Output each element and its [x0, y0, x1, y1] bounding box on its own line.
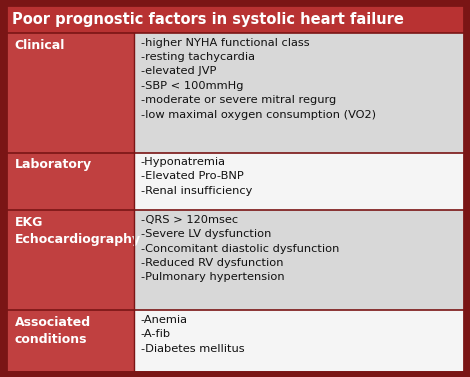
- Text: EKG
Echocardiography: EKG Echocardiography: [15, 216, 141, 246]
- Bar: [134, 153, 464, 210]
- Bar: [6, 210, 134, 311]
- Text: Laboratory: Laboratory: [15, 158, 92, 171]
- Bar: [6, 153, 134, 210]
- Bar: [6, 311, 134, 372]
- Text: -Hyponatremia
-Elevated Pro-BNP
-Renal insufficiency: -Hyponatremia -Elevated Pro-BNP -Renal i…: [141, 157, 252, 196]
- Bar: [134, 33, 464, 153]
- Bar: [134, 210, 464, 311]
- Text: Associated
conditions: Associated conditions: [15, 316, 91, 346]
- Text: -QRS > 120msec
-Severe LV dysfunction
-Concomitant diastolic dysfunction
-Reduce: -QRS > 120msec -Severe LV dysfunction -C…: [141, 215, 339, 282]
- Bar: [6, 33, 134, 153]
- Text: -Anemia
-A-fib
-Diabetes mellitus: -Anemia -A-fib -Diabetes mellitus: [141, 315, 244, 354]
- Text: -higher NYHA functional class
-resting tachycardia
-elevated JVP
-SBP < 100mmHg
: -higher NYHA functional class -resting t…: [141, 38, 376, 120]
- Bar: [6, 5, 464, 33]
- Text: Poor prognostic factors in systolic heart failure: Poor prognostic factors in systolic hear…: [12, 12, 404, 26]
- Text: Clinical: Clinical: [15, 39, 65, 52]
- Bar: [134, 311, 464, 372]
